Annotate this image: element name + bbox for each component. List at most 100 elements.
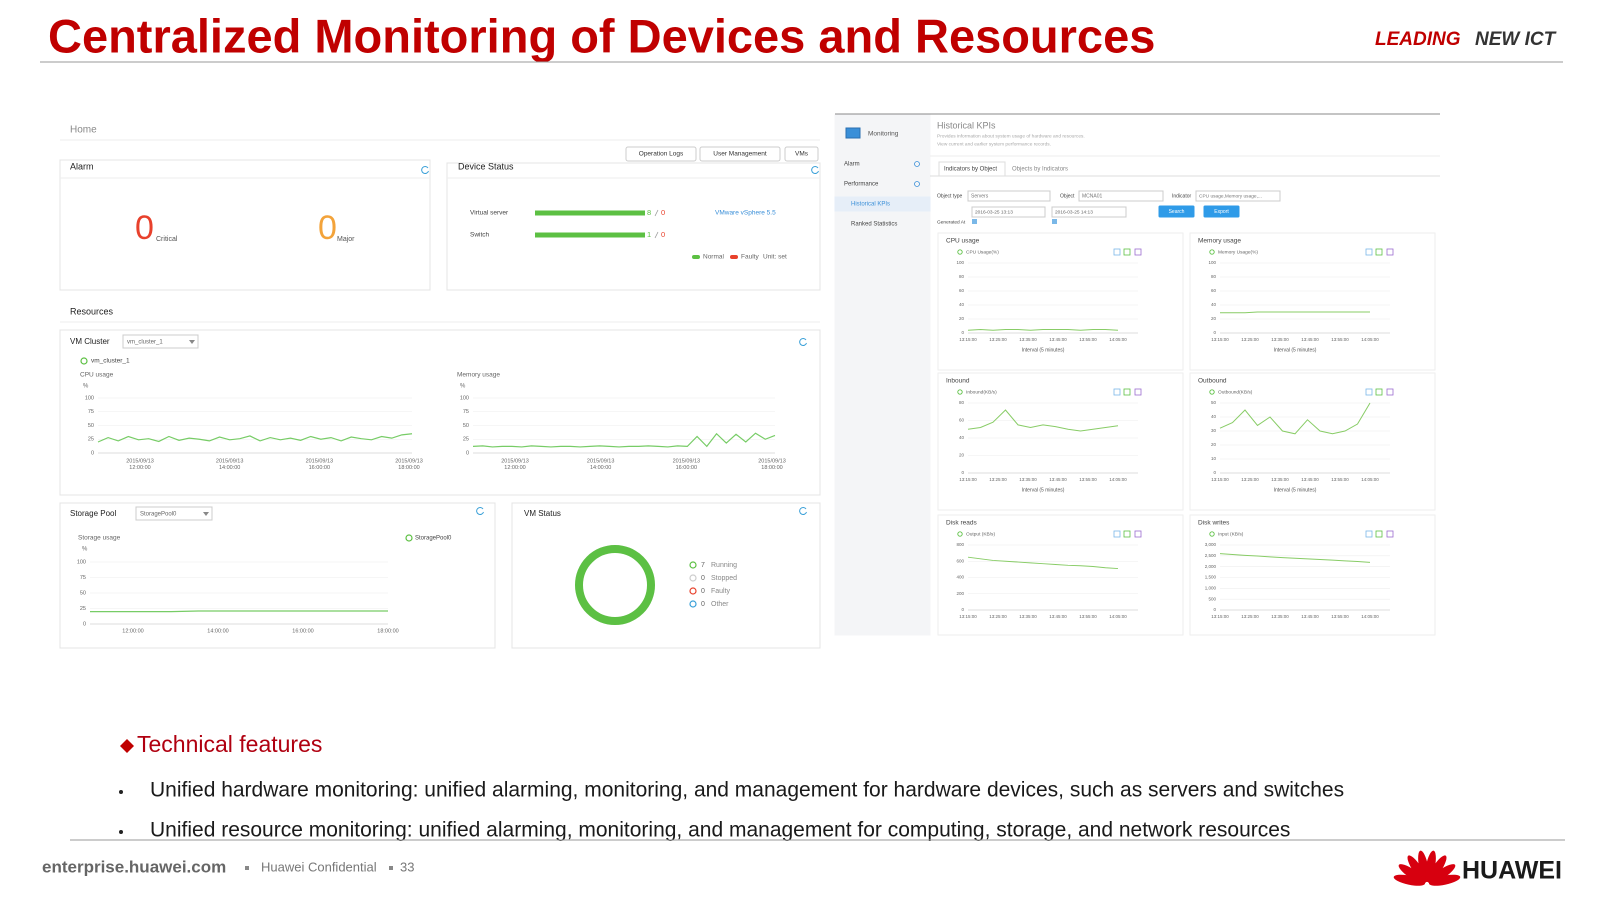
x-tick-label: 14:00:00 bbox=[219, 465, 240, 471]
x-tick-label: 13:35:00 bbox=[1271, 477, 1289, 482]
button[interactable] bbox=[699, 146, 781, 162]
series-line bbox=[90, 610, 388, 613]
x-tick-label: 13:45:00 bbox=[1301, 614, 1319, 619]
legend-marker bbox=[689, 561, 697, 569]
tab-label[interactable]: Objects by Indicators bbox=[1012, 167, 1068, 173]
chart-icon bbox=[1134, 530, 1142, 538]
x-axis-label: Interval (5 minutes) bbox=[1274, 347, 1317, 353]
x-tick-label: 2015/09/13 bbox=[306, 458, 334, 464]
x-tick-label: 13:55:00 bbox=[1079, 337, 1097, 342]
faulty-count: 0 bbox=[661, 208, 665, 217]
series-line bbox=[97, 433, 413, 443]
y-tick-label: 0 bbox=[466, 450, 469, 456]
select[interactable] bbox=[135, 506, 213, 521]
app-icon bbox=[845, 127, 861, 139]
series-line bbox=[1219, 402, 1371, 435]
logo-petal bbox=[1428, 874, 1461, 886]
chart-title: Storage usage bbox=[78, 535, 121, 542]
unit-label: % bbox=[460, 384, 466, 390]
brand: HUAWEI bbox=[1462, 857, 1562, 885]
card bbox=[59, 502, 496, 649]
unit-label: % bbox=[83, 384, 89, 390]
y-tick-label: 20 bbox=[1211, 316, 1217, 321]
x-tick-label: 13:55:00 bbox=[1331, 337, 1349, 342]
x-tick-label: 18:00:00 bbox=[377, 628, 398, 634]
legend-label: Faulty bbox=[741, 254, 759, 261]
button[interactable] bbox=[625, 146, 697, 162]
logo-leading: LEADING bbox=[1375, 29, 1461, 50]
x-tick-label: 13:35:00 bbox=[1271, 337, 1289, 342]
y-tick-label: 60 bbox=[959, 418, 965, 423]
chart-title: Inbound bbox=[946, 378, 970, 385]
y-tick-label: 100 bbox=[1208, 260, 1216, 265]
x-axis-label: Interval (5 minutes) bbox=[1022, 347, 1065, 353]
page-number: 33 bbox=[400, 859, 414, 874]
legend-count: 0 bbox=[701, 601, 705, 608]
footer-sep bbox=[389, 866, 393, 870]
bullet-text: Unified hardware monitoring: unified ala… bbox=[150, 779, 1344, 802]
card bbox=[1189, 232, 1436, 371]
legend-swatch bbox=[692, 255, 700, 259]
nav-subitem[interactable]: Ranked Statistics bbox=[851, 222, 897, 228]
filter-label: Object type bbox=[937, 193, 963, 199]
chart-icon bbox=[1386, 530, 1394, 538]
card bbox=[446, 162, 821, 291]
button-label[interactable]: User Management bbox=[713, 151, 767, 158]
card-title: VM Status bbox=[524, 509, 561, 518]
x-tick-label: 14:05:00 bbox=[1109, 337, 1127, 342]
logo-petal bbox=[1393, 874, 1426, 886]
chart-icon bbox=[1134, 248, 1142, 256]
faulty-count: 0 bbox=[661, 230, 665, 239]
select-label: VM Cluster bbox=[70, 337, 110, 346]
legend-marker bbox=[957, 531, 963, 537]
app-name: Monitoring bbox=[868, 131, 899, 138]
nav-item[interactable]: Alarm bbox=[844, 162, 860, 168]
y-tick-label: 60 bbox=[959, 288, 965, 293]
legend-label: Outbound(KB/s) bbox=[1218, 389, 1253, 395]
x-tick-label: 13:25:00 bbox=[1241, 477, 1259, 482]
x-tick-label: 14:05:00 bbox=[1109, 477, 1127, 482]
button-label[interactable]: Operation Logs bbox=[639, 151, 684, 158]
select-value: StoragePool0 bbox=[140, 512, 177, 518]
nav-subitem[interactable]: Historical KPIs bbox=[851, 202, 890, 208]
y-tick-label: 0 bbox=[961, 330, 964, 335]
y-tick-label: 0 bbox=[961, 607, 964, 612]
y-tick-label: 25 bbox=[463, 437, 469, 443]
select[interactable] bbox=[122, 334, 199, 349]
y-tick-label: 75 bbox=[463, 409, 469, 415]
x-tick-label: 13:55:00 bbox=[1331, 477, 1349, 482]
button[interactable] bbox=[1203, 205, 1240, 218]
chart-title: Disk reads bbox=[946, 520, 977, 527]
x-tick-label: 2015/09/13 bbox=[126, 458, 154, 464]
legend-marker bbox=[1209, 389, 1215, 395]
button[interactable] bbox=[784, 146, 819, 162]
link[interactable]: VMware vSphere 5.5 bbox=[715, 210, 776, 217]
select bbox=[1195, 190, 1281, 202]
y-tick-label: 40 bbox=[1211, 302, 1217, 307]
card bbox=[1189, 514, 1436, 636]
series-line bbox=[967, 556, 1119, 570]
button-label[interactable]: Export bbox=[1214, 209, 1229, 215]
x-tick-label: 13:15:00 bbox=[959, 614, 977, 619]
x-tick-label: 18:00:00 bbox=[398, 465, 419, 471]
legend-label: Stopped bbox=[711, 575, 737, 582]
chart-icon bbox=[1113, 388, 1121, 396]
nav-item[interactable]: Performance bbox=[844, 182, 879, 188]
y-tick-label: 400 bbox=[956, 575, 964, 580]
x-tick-label: 2015/09/13 bbox=[758, 458, 786, 464]
chart-icon bbox=[1113, 248, 1121, 256]
card bbox=[59, 159, 431, 291]
legend-count: 7 bbox=[701, 562, 705, 569]
x-tick-label: 16:00:00 bbox=[292, 628, 313, 634]
filter-label: Indicator bbox=[1172, 193, 1192, 199]
button-label[interactable]: Search bbox=[1169, 209, 1185, 215]
legend-label: CPU Usage(%) bbox=[966, 249, 999, 255]
x-tick-label: 13:45:00 bbox=[1049, 614, 1067, 619]
y-tick-label: 3,000 bbox=[1205, 542, 1217, 547]
normal-count: 8 bbox=[647, 208, 651, 217]
button[interactable] bbox=[1158, 205, 1195, 218]
card bbox=[937, 372, 1184, 511]
tab-label[interactable]: Indicators by Object bbox=[944, 167, 997, 173]
select bbox=[1078, 190, 1164, 202]
button-label[interactable]: VMs bbox=[795, 151, 809, 158]
